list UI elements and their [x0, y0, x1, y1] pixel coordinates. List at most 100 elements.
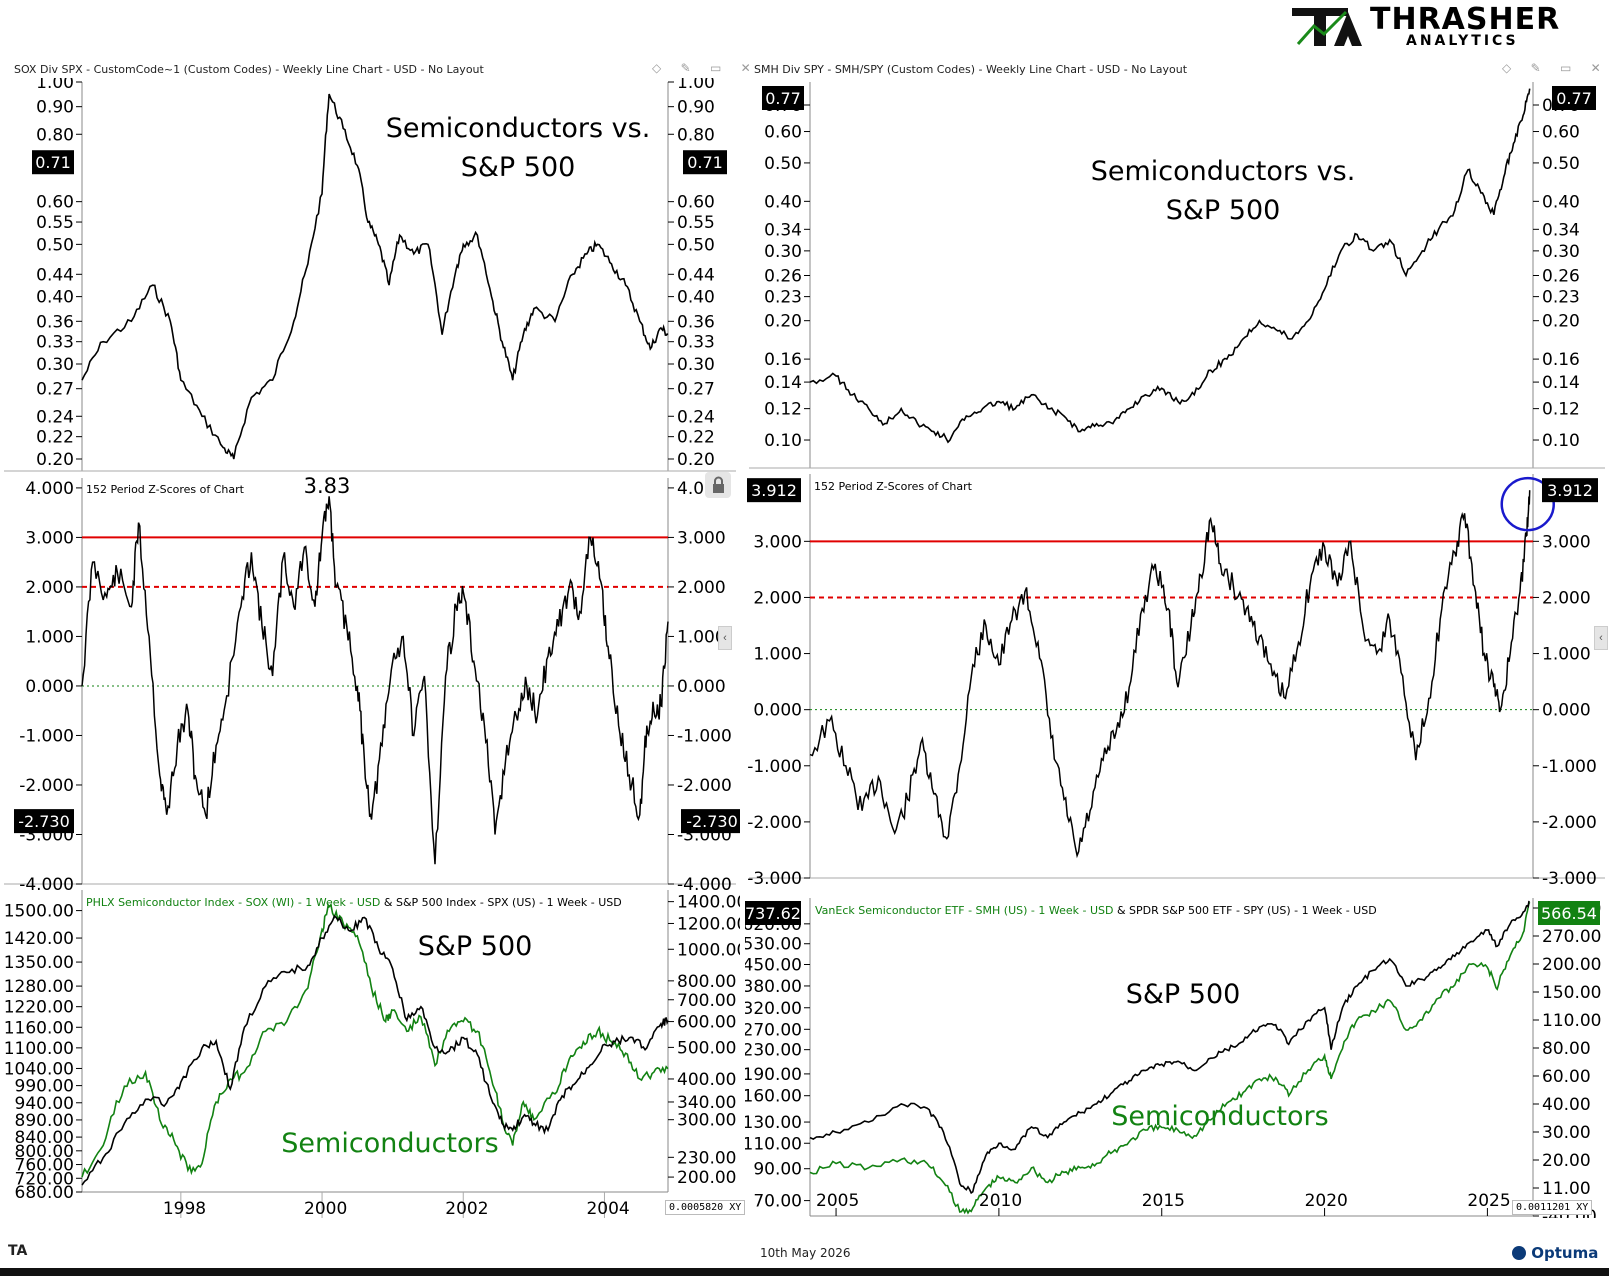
y-tick-label-left: 4.000 [25, 479, 74, 499]
y-tick-label-right: 230.00 [677, 1148, 736, 1168]
y-tick-label-left: -3.000 [747, 869, 802, 889]
ta-logo-icon [1292, 8, 1362, 46]
left-z-last-right-bg [681, 809, 740, 834]
y-tick-label-right: 0.10 [1542, 431, 1580, 451]
y-tick-label-right: 0.60 [1542, 123, 1580, 143]
right-price-last-right-bg [1538, 901, 1600, 925]
y-tick-label-right: 0.000 [1542, 701, 1591, 721]
y-tick-label-left: -1.000 [747, 757, 802, 777]
y-tick-label-left: 1.000 [753, 645, 802, 665]
thrasher-analytics-logo: THRASHER ANALYTICS [1290, 2, 1560, 50]
y-tick-label-left: 680.00 [15, 1183, 74, 1203]
y-tick-label-right: 500.00 [677, 1038, 736, 1058]
y-tick-label-left: 1040.00 [4, 1059, 74, 1079]
y-tick-label-left: 0.40 [764, 192, 802, 212]
y-tick-label-right: 0.33 [677, 333, 715, 353]
right-chart-panel: 0.700.700.600.600.500.500.400.400.340.34… [745, 82, 1605, 1218]
right-semis-annotation: Semiconductors [1111, 1101, 1328, 1132]
x-tick-label: 2025 [1467, 1191, 1510, 1211]
y-tick-label-right: 3.000 [677, 528, 726, 548]
y-tick-label-left: 0.55 [36, 213, 74, 233]
y-tick-label-right: 1.000 [1542, 645, 1591, 665]
right-price-legend: VanEck Semiconductor ETF - SMH (US) - 1 … [815, 904, 1377, 917]
y-tick-label-left: 3.000 [25, 528, 74, 548]
y-tick-label-right: 20.00 [1542, 1151, 1591, 1171]
y-tick-label-right: 200.00 [1542, 955, 1601, 975]
right-ratio-annotation-line1: Semiconductors vs. [1091, 156, 1356, 187]
y-tick-label-right: 0.26 [1542, 267, 1580, 287]
y-tick-label-right: 1000.00 [677, 940, 740, 960]
left-window-controls[interactable]: ◇ ✎ ▭ ✕ [652, 61, 759, 75]
right-window-controls[interactable]: ◇ ✎ ▭ ✕ [1502, 61, 1609, 75]
y-tick-label-left: 450.00 [745, 955, 802, 975]
y-tick-label-left: 1100.00 [4, 1039, 74, 1059]
collapse-left-arrow-icon[interactable]: ‹ [718, 626, 732, 650]
y-tick-label-right: 0.50 [1542, 154, 1580, 174]
left-z-label: 152 Period Z-Scores of Chart [86, 483, 245, 496]
brand-name: THRASHER [1370, 2, 1561, 37]
legend-semis: VanEck Semiconductor ETF - SMH (US) - 1 … [815, 904, 1113, 917]
y-tick-label-left: 1280.00 [4, 977, 74, 997]
x-tick-label: 2005 [816, 1191, 859, 1211]
y-tick-label-right: 600.00 [677, 1013, 736, 1033]
right-price-last-right: 566.54 [1541, 904, 1597, 923]
y-tick-label-left: -2.000 [747, 813, 802, 833]
y-tick-label-right: 340.00 [677, 1093, 736, 1113]
bottom-bar [0, 1268, 1609, 1276]
left-ratio-line [81, 93, 669, 460]
y-tick-label-left: 380.00 [745, 977, 802, 997]
right-semis-price-line [809, 901, 1531, 1215]
legend-semis: PHLX Semiconductor Index - SOX (WI) - 1 … [86, 896, 380, 909]
lock-icon[interactable] [705, 472, 731, 498]
left-sp500-price-line [81, 914, 669, 1186]
y-tick-label-right: 3.000 [1542, 532, 1591, 552]
y-tick-label-left: 0.22 [36, 428, 74, 448]
y-tick-label-right: 0.30 [677, 355, 715, 375]
y-tick-label-left: 90.00 [753, 1160, 802, 1180]
y-tick-label-right: -2.000 [677, 776, 732, 796]
y-tick-label-left: 70.00 [753, 1192, 802, 1212]
y-tick-label-left: 3.000 [753, 532, 802, 552]
left-ratio-annotation-line1: Semiconductors vs. [386, 113, 651, 144]
y-tick-label-left: 720.00 [15, 1169, 74, 1189]
y-tick-label-left: 1160.00 [4, 1018, 74, 1038]
right-z-last-left-bg [747, 478, 801, 503]
right-ratio-last-right-bg [1552, 86, 1596, 110]
y-tick-label-right: 1200.00 [677, 914, 740, 934]
left-price-legend: PHLX Semiconductor Index - SOX (WI) - 1 … [86, 896, 622, 909]
x-tick-label: 1998 [163, 1199, 206, 1218]
y-tick-label-right: 30.00 [1542, 1123, 1591, 1143]
y-tick-label-right: 0.44 [677, 265, 715, 285]
y-tick-label-left: 0.44 [36, 265, 74, 285]
y-tick-label-right: 0.90 [677, 98, 715, 118]
right-ratio-last-right: 0.77 [1556, 89, 1592, 108]
right-sp500-annotation: S&P 500 [1126, 979, 1241, 1010]
y-tick-label-right: 0.27 [677, 380, 715, 400]
x-tick-label: 2000 [304, 1199, 347, 1218]
y-tick-label-left: 0.60 [764, 123, 802, 143]
y-tick-label-left: 0.16 [764, 350, 802, 370]
y-tick-label-right: 0.24 [677, 407, 715, 427]
y-tick-label-left: 0.36 [36, 312, 74, 332]
collapse-right-arrow-icon[interactable]: ‹ [1594, 626, 1608, 650]
y-tick-label-right: 0.30 [1542, 242, 1580, 262]
y-tick-label-left: 1.00 [36, 78, 74, 93]
left-sp500-annotation: S&P 500 [418, 931, 533, 962]
legend-sp500: & S&P 500 Index - SPX (US) - 1 Week - US… [380, 896, 621, 909]
y-tick-label-right: 0.36 [677, 312, 715, 332]
y-tick-label-left: 0.50 [36, 235, 74, 255]
y-tick-label-right: 60.00 [1542, 1067, 1591, 1087]
left-chart-panel: 1.00 1.000.90 0.900.80 0.800.60 0.600.55 0.55… [4, 78, 740, 1218]
y-tick-label-right: 400.00 [677, 1070, 736, 1090]
y-tick-label-right: 2.000 [1542, 588, 1591, 608]
legend-sp500: & SPDR S&P 500 ETF - SPY (US) - 1 Week -… [1113, 904, 1376, 917]
y-tick-label-left: 800.00 [15, 1142, 74, 1162]
y-tick-label-right: -3.000 [1542, 869, 1597, 889]
left-chart-title: SOX Div SPX - CustomCode~1 (Custom Codes… [14, 63, 484, 76]
y-tick-label-left: 320.00 [745, 999, 802, 1019]
y-tick-label-right: -1.000 [677, 726, 732, 746]
y-tick-label-left: -2.000 [19, 776, 74, 796]
y-tick-label-left: -4.000 [19, 875, 74, 895]
left-ratio-last-right-bg [683, 150, 727, 175]
right-ratio-line [809, 88, 1531, 444]
